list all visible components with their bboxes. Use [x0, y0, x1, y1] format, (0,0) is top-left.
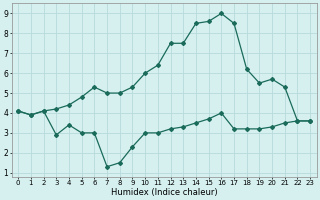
- X-axis label: Humidex (Indice chaleur): Humidex (Indice chaleur): [111, 188, 218, 197]
